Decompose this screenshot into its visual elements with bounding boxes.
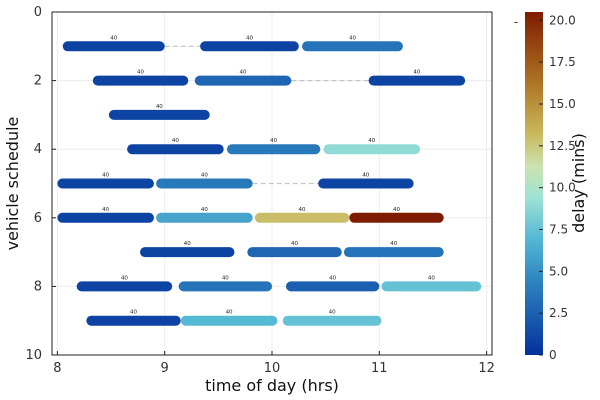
- x-axis-ticks: 8 9 10 11 12: [53, 351, 495, 376]
- segment-label: 40: [201, 207, 208, 213]
- colorbar-tick-label: 7.5: [549, 223, 568, 237]
- y-axis-ticks: 0 2 4 6 8 10: [25, 5, 56, 363]
- segment-label: 40: [226, 310, 233, 316]
- y-tick-label: 8: [34, 279, 42, 294]
- segment-label: 40: [130, 310, 137, 316]
- colorbar-tick-label: 10.0: [549, 181, 576, 195]
- schedule-segments: [57, 41, 482, 326]
- y-axis-label: vehicle schedule: [3, 117, 22, 251]
- segment-label: 40: [390, 241, 397, 247]
- gap-lines: [164, 45, 369, 185]
- x-axis-label: time of day (hrs): [205, 376, 339, 395]
- segment-label: 40: [362, 173, 369, 179]
- segment-label: 40: [172, 138, 179, 144]
- segment-label: 40: [291, 241, 298, 247]
- x-tick-label: 9: [161, 361, 169, 376]
- colorbar-top-marker: -: [514, 15, 518, 29]
- segment-label: 40: [110, 35, 117, 41]
- y-tick-label: 4: [34, 142, 42, 157]
- segment-label: 40: [329, 310, 336, 316]
- segment-label: 40: [201, 173, 208, 179]
- y-tick-label: 10: [25, 348, 42, 363]
- colorbar-tick-label: 0: [549, 348, 557, 362]
- x-tick-label: 8: [53, 361, 61, 376]
- segment-label: 40: [299, 207, 306, 213]
- segment-label: 40: [329, 275, 336, 281]
- y-tick-label: 2: [34, 74, 42, 89]
- segment-label: 40: [270, 138, 277, 144]
- colorbar-tick-label: 17.5: [549, 55, 576, 69]
- colorbar-tick-label: 12.5: [549, 139, 576, 153]
- segment-label: 40: [121, 275, 128, 281]
- segment-label: 40: [240, 70, 247, 76]
- segment-label: 40: [393, 207, 400, 213]
- segment-label: 40: [184, 241, 191, 247]
- colorbar-tick-label: 15.0: [549, 97, 576, 111]
- segment-label: 40: [102, 173, 109, 179]
- segment-labels: 40 40 40 40 40 40 40 40 40 40 40 40 40 40 40 40 40 40 40 40…: [102, 35, 435, 315]
- x-tick-label: 11: [371, 361, 388, 376]
- segment-label: 40: [428, 275, 435, 281]
- x-tick-label: 12: [478, 361, 495, 376]
- segment-label: 40: [156, 104, 163, 110]
- colorbar: 0 2.5 5.0 7.5 10.0 12.5 15.0 17.5 20.0 - delay (…: [514, 12, 588, 362]
- y-tick-label: 6: [34, 211, 42, 226]
- segment-label: 40: [137, 70, 144, 76]
- colorbar-gradient: [525, 12, 543, 355]
- segment-label: 40: [222, 275, 229, 281]
- segment-label: 40: [102, 207, 109, 213]
- segment-label: 40: [413, 70, 420, 76]
- segment-label: 40: [246, 35, 253, 41]
- colorbar-ticks: 0 2.5 5.0 7.5 10.0 12.5 15.0 17.5 20.0: [539, 13, 576, 362]
- x-tick-label: 10: [264, 361, 281, 376]
- colorbar-tick-label: 5.0: [549, 264, 568, 278]
- colorbar-tick-label: 20.0: [549, 13, 576, 27]
- segment-label: 40: [349, 35, 356, 41]
- segment-label: 40: [368, 138, 375, 144]
- colorbar-label: delay (mins): [569, 133, 588, 233]
- colorbar-tick-label: 2.5: [549, 306, 568, 320]
- y-tick-label: 0: [34, 5, 42, 20]
